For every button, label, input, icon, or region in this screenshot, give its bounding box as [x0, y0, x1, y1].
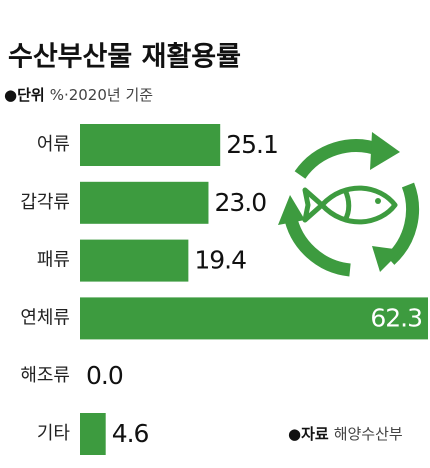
arrow-arc [283, 213, 351, 277]
bar [80, 413, 106, 455]
value-label: 62.3 [370, 303, 422, 332]
category-label: 연체류 [20, 307, 70, 328]
category-label: 갑각류 [20, 192, 70, 213]
value-label: 4.6 [112, 419, 149, 448]
category-label: 패류 [37, 250, 70, 271]
arrow-heads [278, 132, 402, 272]
value-label: 23.0 [214, 188, 266, 217]
source-text: 해양수산부 [334, 425, 403, 443]
source: ●자료 해양수산부 [288, 425, 403, 443]
unit-label: 단위 [17, 86, 45, 104]
bar [80, 124, 221, 166]
arrow-arc [294, 139, 383, 179]
value-label: 25.1 [226, 130, 278, 159]
chart-title: 수산부산물 재활용률 [8, 42, 241, 73]
unit-text: %·2020년 기준 [50, 86, 154, 104]
bar [80, 239, 189, 282]
value-label: 19.4 [194, 246, 246, 275]
subtitle: ●단위 %·2020년 기준 [4, 86, 153, 104]
category-label: 해조류 [20, 365, 70, 386]
bar [80, 181, 209, 224]
bullet: ● [4, 86, 17, 104]
bullet: ● [288, 425, 301, 443]
value-label: 0.0 [86, 361, 123, 390]
category-label: 기타 [37, 423, 71, 444]
source-label: 자료 [301, 425, 329, 443]
bar [80, 297, 428, 340]
category-label: 어류 [37, 134, 70, 155]
arrow-arc [385, 182, 419, 265]
fish-icon [302, 185, 398, 225]
